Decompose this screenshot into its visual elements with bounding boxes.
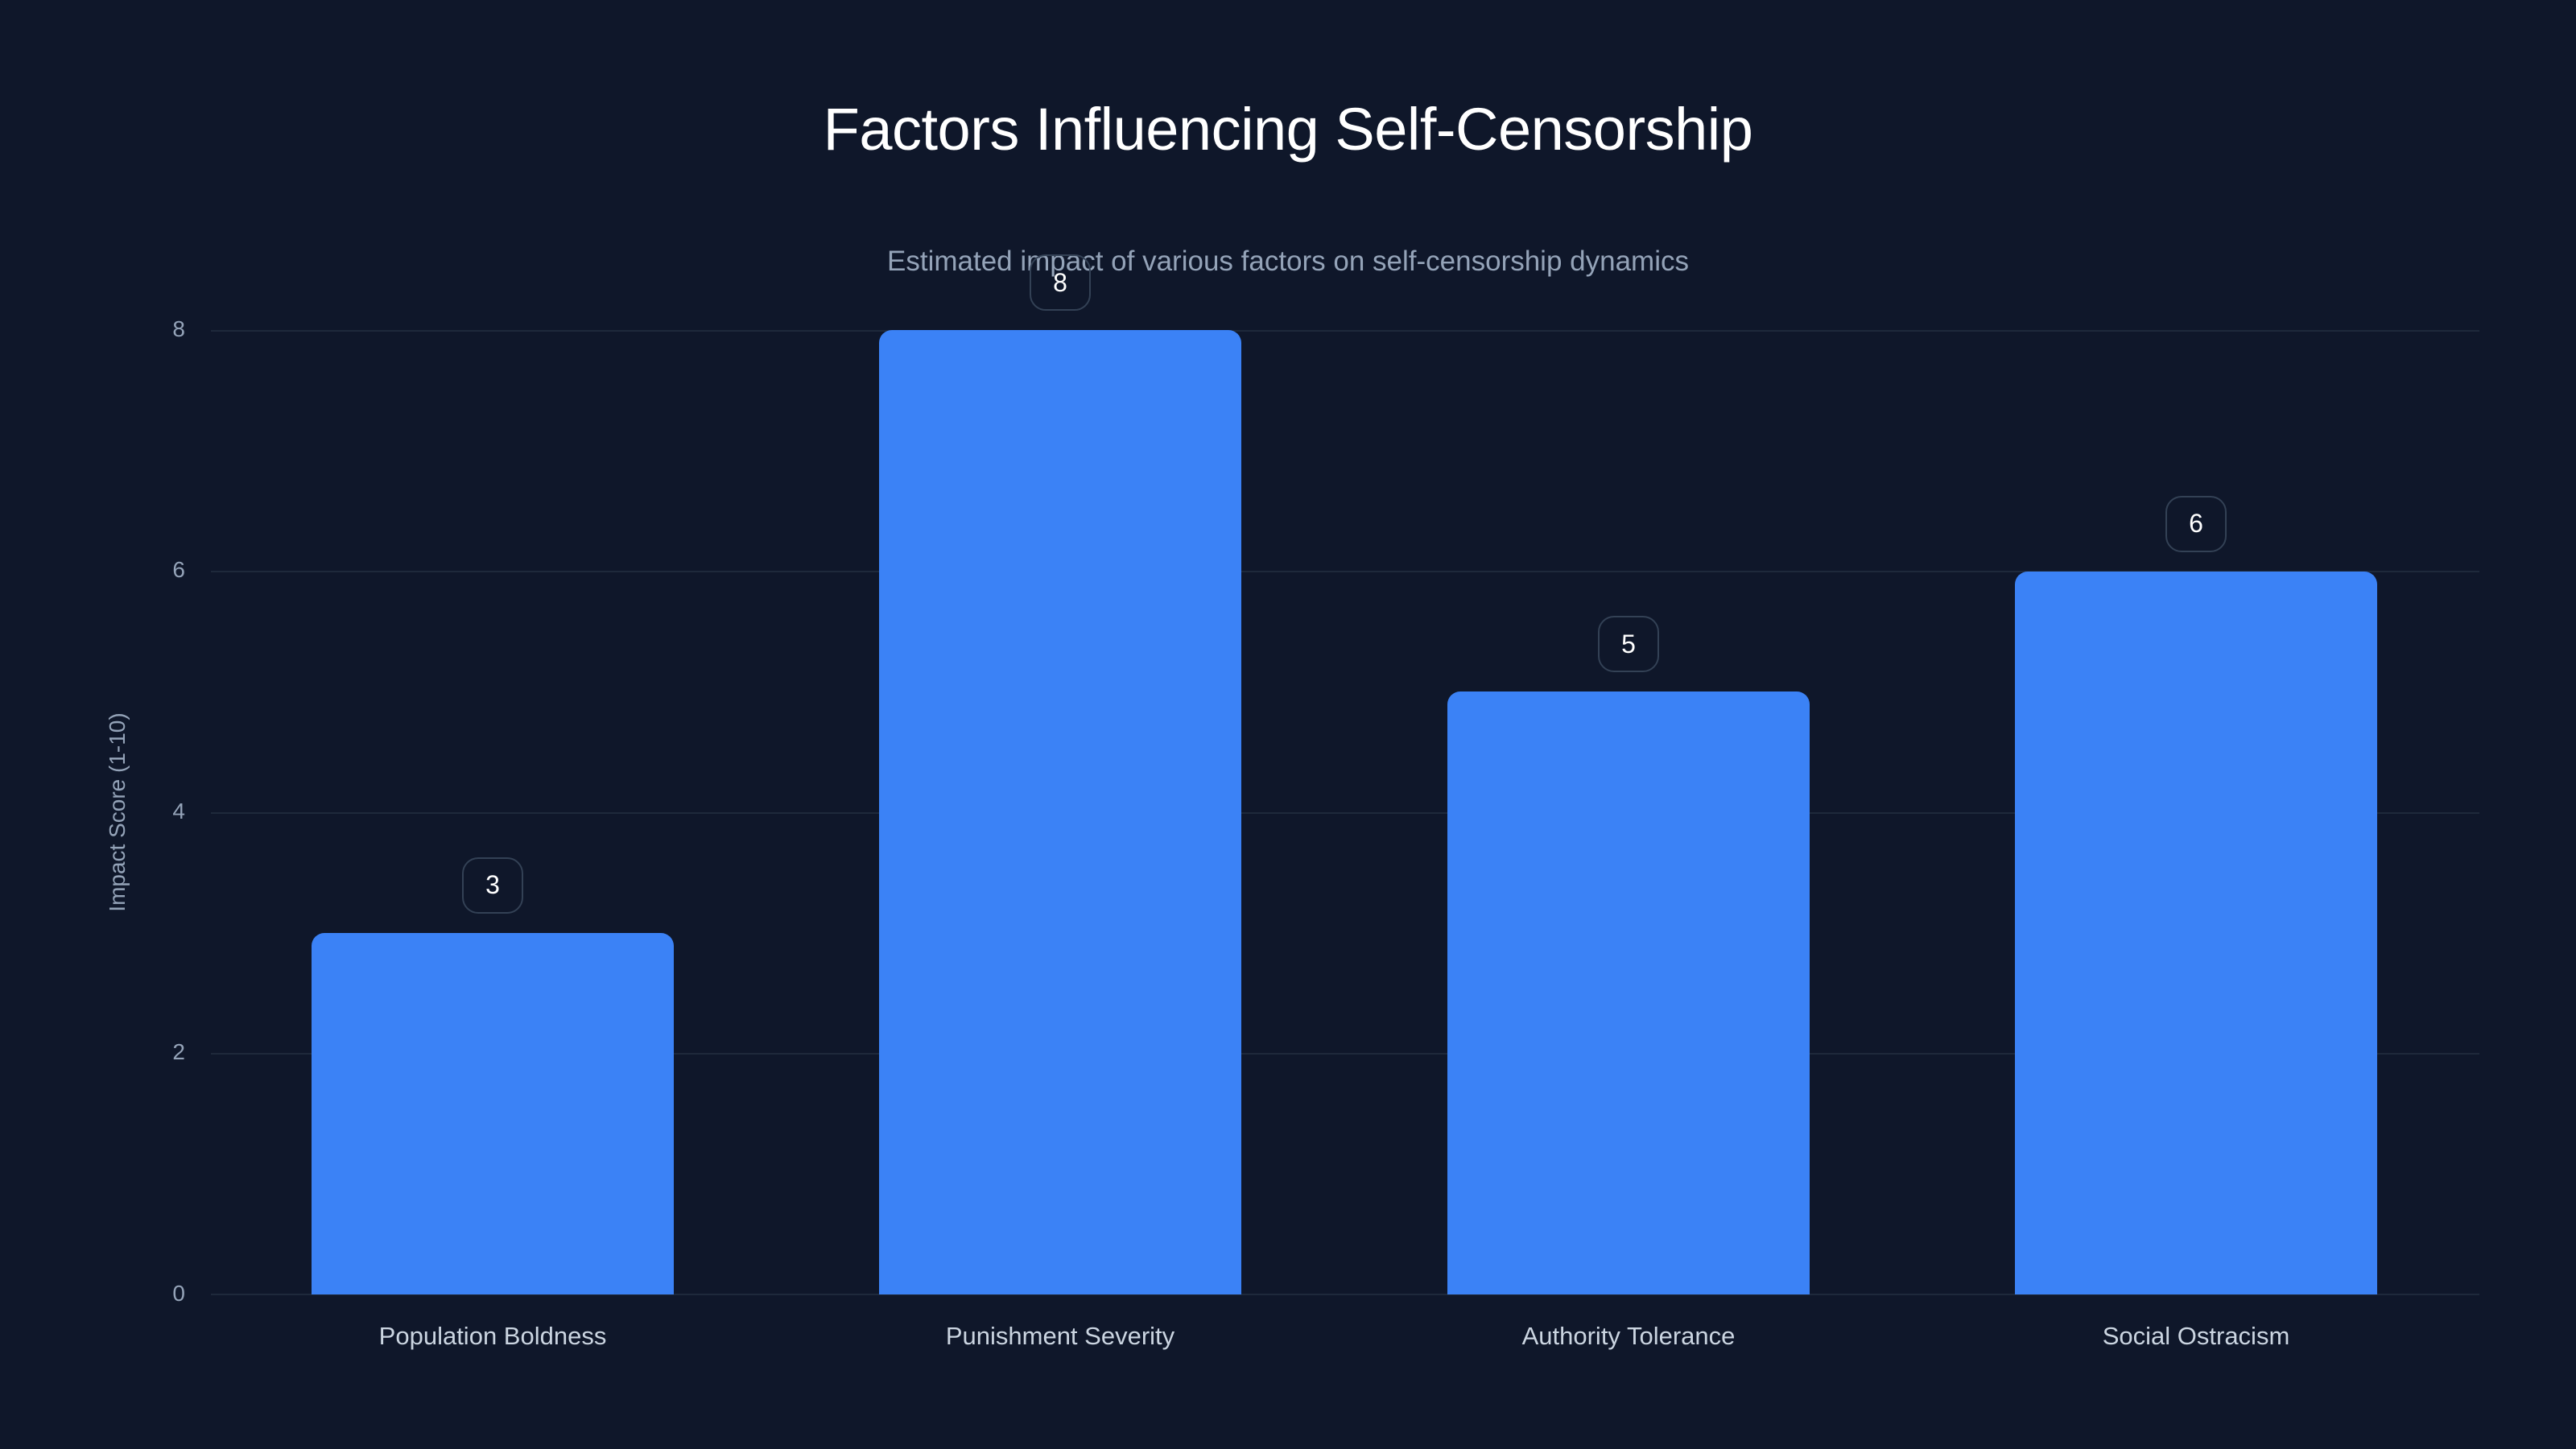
y-tick-8: 8: [172, 316, 185, 341]
gridline-6: [211, 571, 2479, 572]
y-tick-0: 0: [172, 1281, 185, 1306]
bar-population-boldness[interactable]: [312, 932, 674, 1294]
value-label-punishment-severity: 8: [1030, 254, 1091, 311]
value-label-population-boldness: 3: [462, 857, 523, 914]
bar-social-ostracism[interactable]: [2015, 571, 2377, 1294]
value-label-authority-tolerance: 5: [1598, 616, 1659, 673]
gridline-8: [211, 330, 2479, 332]
bar-punishment-severity[interactable]: [879, 330, 1241, 1294]
gridline-0: [211, 1294, 2479, 1295]
x-label-authority-tolerance: Authority Tolerance: [1521, 1322, 1736, 1350]
bar-authority-tolerance[interactable]: [1447, 691, 1810, 1294]
y-tick-2: 2: [172, 1039, 185, 1064]
x-label-population-boldness: Population Boldness: [378, 1322, 607, 1350]
value-label-social-ostracism: 6: [2165, 495, 2227, 552]
y-axis-label: Impact Score (1-10): [105, 712, 130, 912]
gridline-4: [211, 812, 2479, 814]
plot-area: [211, 330, 2479, 1295]
chart-title: Factors Influencing Self-Censorship: [823, 96, 1753, 163]
y-tick-6: 6: [172, 557, 185, 582]
gridline-2: [211, 1053, 2479, 1055]
x-label-punishment-severity: Punishment Severity: [945, 1322, 1175, 1350]
x-label-social-ostracism: Social Ostracism: [2102, 1322, 2290, 1350]
y-tick-4: 4: [172, 799, 185, 824]
chart-subtitle: Estimated impact of various factors on s…: [887, 246, 1689, 277]
